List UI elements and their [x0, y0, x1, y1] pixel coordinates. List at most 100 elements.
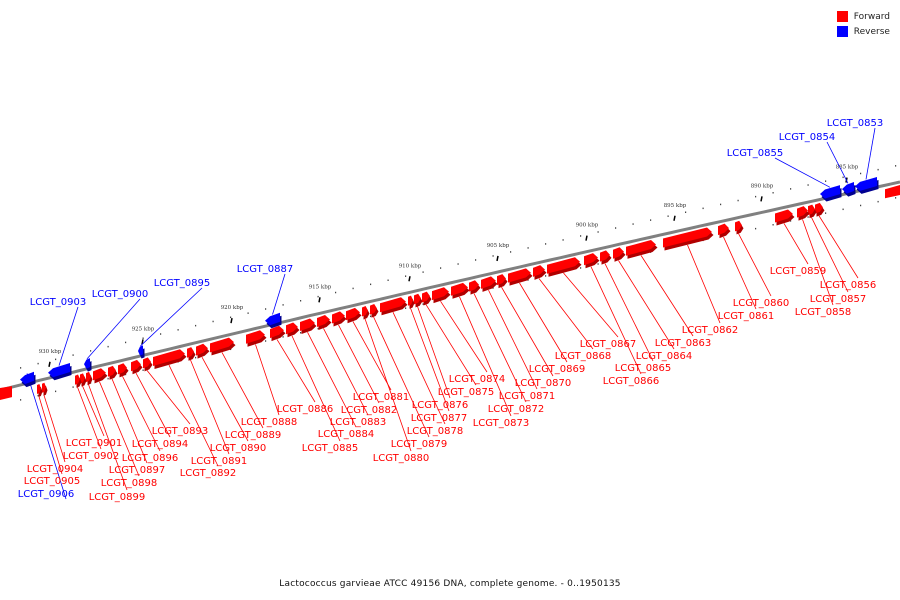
gene-label: LCGT_0865 — [615, 363, 672, 374]
tick-mark — [230, 317, 233, 324]
minor-tick — [807, 216, 809, 218]
minor-tick — [545, 275, 547, 277]
minor-tick — [265, 308, 267, 310]
label-leader — [604, 263, 654, 362]
minor-tick — [72, 354, 74, 356]
gene-label: LCGT_0866 — [603, 376, 660, 387]
gene-lcgt-0882 — [332, 311, 347, 327]
gene-arrow — [131, 359, 141, 372]
gene-lcgt-0896 — [118, 363, 129, 378]
gene-arrow — [584, 253, 598, 266]
label-leader — [473, 293, 527, 403]
minor-tick — [650, 219, 652, 221]
tick-mark — [760, 196, 763, 202]
gene-label: LCGT_0898 — [101, 478, 158, 489]
minor-tick — [842, 208, 844, 211]
label-leader — [140, 287, 203, 347]
gene-arrow — [108, 365, 116, 377]
label-leader — [352, 321, 392, 391]
gene-lcgt-0868 — [533, 265, 547, 280]
gene-lcgt-0891 — [187, 347, 196, 361]
minor-tick — [615, 227, 617, 229]
gene-label: LCGT_0877 — [411, 413, 468, 424]
minor-tick — [247, 312, 249, 314]
gene-lcgt-0870 — [497, 274, 508, 289]
label-leader-lines — [26, 127, 876, 500]
gene-arrow — [380, 297, 406, 313]
label-leader — [640, 255, 694, 337]
gene-arrow — [815, 202, 823, 214]
minor-tick — [632, 223, 634, 225]
gene-arrow — [508, 268, 531, 283]
legend-reverse-label: Reverse — [853, 26, 890, 37]
minor-tick — [265, 340, 267, 342]
minor-tick — [492, 255, 494, 257]
gene-arrow — [332, 311, 345, 324]
forward-swatch — [836, 11, 848, 22]
tick-mark — [408, 276, 411, 282]
tick-label: 885 kbp — [836, 165, 859, 171]
label-leader — [26, 373, 67, 500]
gene-arrow — [600, 250, 610, 262]
minor-tick — [317, 327, 319, 330]
minor-tick — [895, 197, 897, 199]
minor-tick — [405, 275, 407, 277]
minor-tick — [685, 211, 687, 214]
minor-tick — [755, 227, 757, 230]
gene-lcgt-0902 — [75, 374, 82, 388]
minor-tick — [527, 247, 529, 249]
gene-lcgt-0865 — [600, 250, 612, 265]
gene-label: LCGT_0876 — [412, 400, 469, 411]
minor-tick — [527, 279, 529, 281]
minor-tick — [20, 367, 22, 369]
gene-lcgt-0859 — [775, 209, 795, 226]
label-leader — [519, 282, 568, 363]
gene-label: LCGT_0889 — [225, 430, 282, 441]
label-leader — [590, 266, 642, 375]
label-leader — [221, 352, 264, 429]
label-leader — [135, 372, 171, 438]
reverse-swatch — [836, 26, 848, 37]
tick-label: 895 kbp — [664, 203, 687, 209]
gene-arrow — [663, 227, 712, 248]
minor-tick — [352, 287, 354, 290]
gene-lcgt-0887 — [265, 312, 282, 329]
label-leader — [43, 395, 66, 463]
label-leader — [38, 396, 63, 475]
gene-lcgt-0878 — [380, 297, 408, 316]
gene-arrow — [626, 240, 656, 256]
gene-label: LCGT_0861 — [718, 311, 775, 322]
gene-label: LCGT_0878 — [407, 426, 464, 437]
gene-label: LCGT_0855 — [727, 148, 784, 159]
gene-label: LCGT_0904 — [27, 464, 84, 475]
label-leader — [440, 300, 488, 373]
gene-lcgt-0860 — [735, 220, 744, 235]
gene-lcgt-0877 — [408, 295, 415, 309]
label-leader — [783, 223, 809, 265]
gene-arrow — [42, 382, 46, 393]
minor-tick — [702, 207, 704, 210]
gene-lcgt-0872 — [469, 280, 481, 295]
tick-label: 900 kbp — [576, 223, 599, 229]
label-leader — [58, 306, 79, 366]
minor-tick — [387, 279, 389, 282]
tick-label: 930 kbp — [39, 349, 62, 355]
gene-lcgt-0876 — [414, 293, 423, 308]
minor-tick — [55, 390, 57, 393]
gene-lcgt-0900 — [84, 358, 92, 372]
gene-label: LCGT_0864 — [636, 351, 693, 362]
minor-tick — [440, 267, 442, 269]
label-leader — [811, 217, 849, 293]
gene-label: LCGT_0892 — [180, 468, 237, 479]
gene-lcgt-0889 — [210, 337, 236, 356]
label-leader — [392, 312, 446, 425]
label-leader — [459, 296, 512, 417]
gene-lcgt-0897 — [108, 365, 118, 380]
gene-label: LCGT_0890 — [210, 443, 267, 454]
minor-tick — [807, 184, 809, 186]
genome-backbone — [0, 180, 900, 392]
minor-tick — [125, 341, 127, 344]
minor-tick — [877, 168, 879, 171]
minor-tick — [422, 303, 424, 305]
